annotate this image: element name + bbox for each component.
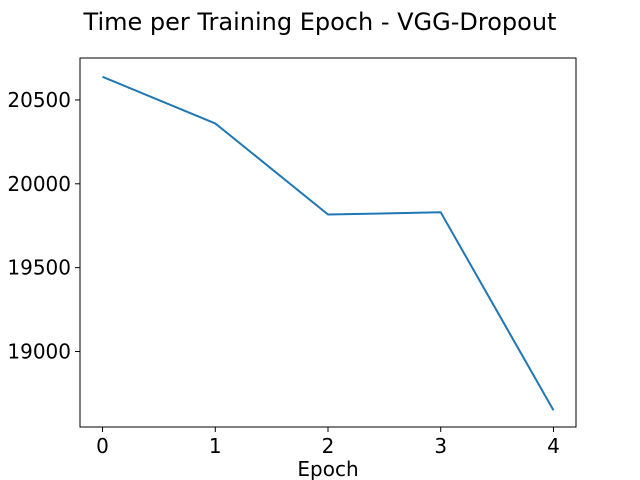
x-tick-label: 0	[96, 434, 109, 458]
plot-area	[102, 75, 555, 411]
x-tick-label: 4	[547, 434, 560, 458]
axes-frame	[79, 57, 577, 428]
x-axis: 0 1 2 3 4	[96, 427, 560, 458]
y-tick-label: 19000	[7, 340, 71, 364]
y-axis: 19000 19500 20000 20500	[7, 88, 80, 364]
x-tick-label: 3	[434, 434, 447, 458]
y-tick-label: 20500	[7, 88, 71, 112]
x-tick-label: 2	[322, 434, 335, 458]
y-tick-label: 19500	[7, 256, 71, 280]
x-tick-label: 1	[209, 434, 222, 458]
x-axis-label: Epoch	[297, 457, 358, 480]
series-line-0	[102, 75, 555, 411]
y-tick-label: 20000	[7, 172, 71, 196]
chart-title: Time per Training Epoch - VGG-Dropout	[83, 8, 557, 36]
